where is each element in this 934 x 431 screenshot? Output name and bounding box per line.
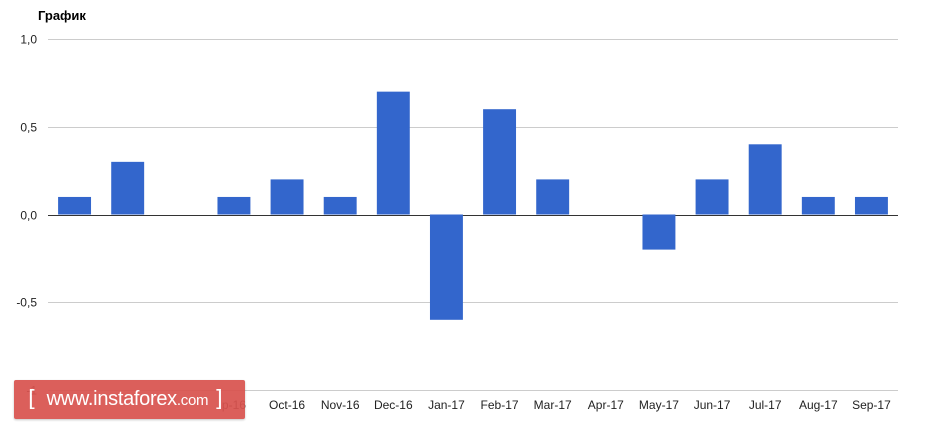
x-tick-label: Jan-17 [428,398,465,412]
y-tick-label: -0,5 [16,296,37,310]
bar-jul-16 [111,161,145,215]
bar-jul-17 [748,144,782,215]
x-tick-label: Feb-17 [481,398,519,412]
x-axis-tick-labels: p-16Oct-16Nov-16Dec-16Jan-17Feb-17Mar-17… [222,398,891,412]
instaforex-watermark: [ www.instaforex.com ] [14,380,245,419]
bar-jun-17 [695,179,729,215]
bars [58,91,888,320]
watermark-left-bracket: [ [28,387,37,412]
x-tick-label: May-17 [639,398,679,412]
x-tick-label: Jul-17 [749,398,782,412]
y-tick-label: 1,0 [20,33,37,47]
watermark-tld: .com [176,392,209,409]
bar-may-17 [642,214,676,250]
bar-oct-16 [270,179,304,215]
watermark-text: www.instaforex.com [47,388,209,411]
bar-jun-16 [58,196,92,215]
bar-nov-16 [323,196,357,215]
gridlines [48,39,898,391]
chart-title: График [38,8,86,23]
watermark-domain: www.instaforex [46,388,178,410]
y-axis-tick-labels: 1,00,50,0-0,5-1 [16,33,37,398]
bar-feb-17 [483,109,517,215]
x-tick-label: Aug-17 [799,398,838,412]
bar-dec-16 [376,91,410,215]
x-tick-label: Dec-16 [374,398,413,412]
x-tick-label: Nov-16 [321,398,360,412]
bar-jan-17 [429,214,463,320]
bar-mar-17 [536,179,570,215]
x-tick-label: Mar-17 [534,398,572,412]
y-tick-label: 0,0 [20,209,37,223]
x-tick-label: Oct-16 [269,398,305,412]
bar-sep-17 [854,196,888,215]
x-tick-label: Sep-17 [852,398,891,412]
bar-aug-17 [801,196,835,215]
y-tick-label: 0,5 [20,121,37,135]
bar-sep-16 [217,196,251,215]
x-tick-label: Apr-17 [588,398,624,412]
watermark-right-bracket: ] [214,387,223,412]
x-tick-label: Jun-17 [694,398,731,412]
